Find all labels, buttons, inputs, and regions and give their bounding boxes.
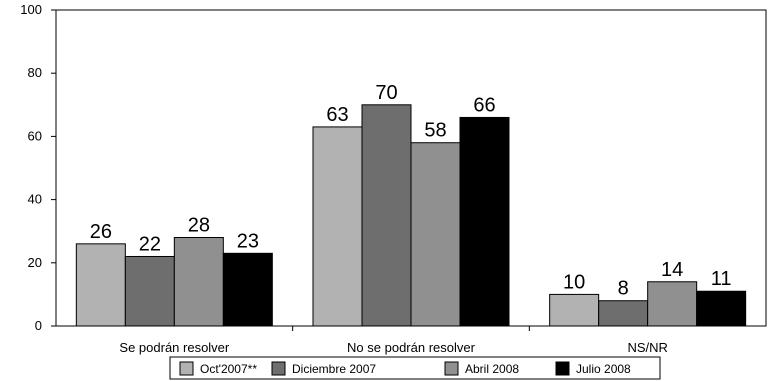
data-label: 66 <box>473 94 495 116</box>
y-tick-label: 20 <box>28 255 42 270</box>
bar <box>173 237 224 327</box>
data-label: 23 <box>237 230 259 252</box>
bar <box>410 142 461 327</box>
legend-swatch <box>555 361 570 376</box>
category-label: No se podrán resolver <box>347 340 476 355</box>
category-label: NS/NR <box>627 340 667 355</box>
data-labels-group: 26 22 28 23 63 70 58 66 10 8 14 11 <box>90 82 732 300</box>
legend-label: Oct'2007** <box>200 362 257 376</box>
bar <box>459 116 510 327</box>
bar <box>222 252 273 327</box>
category-label: Se podrán resolver <box>119 340 230 355</box>
bar <box>598 300 649 327</box>
legend-swatch <box>179 361 194 376</box>
data-label: 14 <box>661 259 683 281</box>
bar-series-group <box>75 104 747 327</box>
data-label: 70 <box>375 82 397 104</box>
y-tick-label: 0 <box>35 318 42 333</box>
data-label: 28 <box>188 215 210 237</box>
legend-label: Diciembre 2007 <box>292 362 376 376</box>
data-label: 8 <box>618 278 629 300</box>
data-label: 26 <box>90 221 112 243</box>
data-label: 10 <box>563 271 585 293</box>
data-label: 11 <box>711 268 732 290</box>
bar <box>696 290 747 327</box>
y-tick-label: 80 <box>28 65 42 80</box>
bar <box>75 243 126 327</box>
y-tick-label: 100 <box>20 2 42 17</box>
bar <box>361 104 412 327</box>
data-label: 63 <box>326 104 348 126</box>
bar <box>312 126 363 327</box>
legend-swatch <box>271 361 286 376</box>
y-axis: 0 20 40 60 80 100 <box>20 2 56 333</box>
data-label: 58 <box>424 120 446 142</box>
legend-label: Abril 2008 <box>465 362 519 376</box>
legend: Oct'2007** Diciembre 2007 Abril 2008 Julio … <box>169 356 661 380</box>
legend-label: Julio 2008 <box>576 362 631 376</box>
bar <box>647 281 698 327</box>
y-tick-label: 40 <box>28 192 42 207</box>
legend-swatch <box>444 361 459 376</box>
y-tick-label: 60 <box>28 128 42 143</box>
legend-box <box>169 356 661 380</box>
data-label: 22 <box>139 233 161 255</box>
bar <box>549 293 600 327</box>
bar <box>124 255 175 327</box>
x-axis: Se podrán resolver No se podrán resolver N… <box>119 326 668 355</box>
